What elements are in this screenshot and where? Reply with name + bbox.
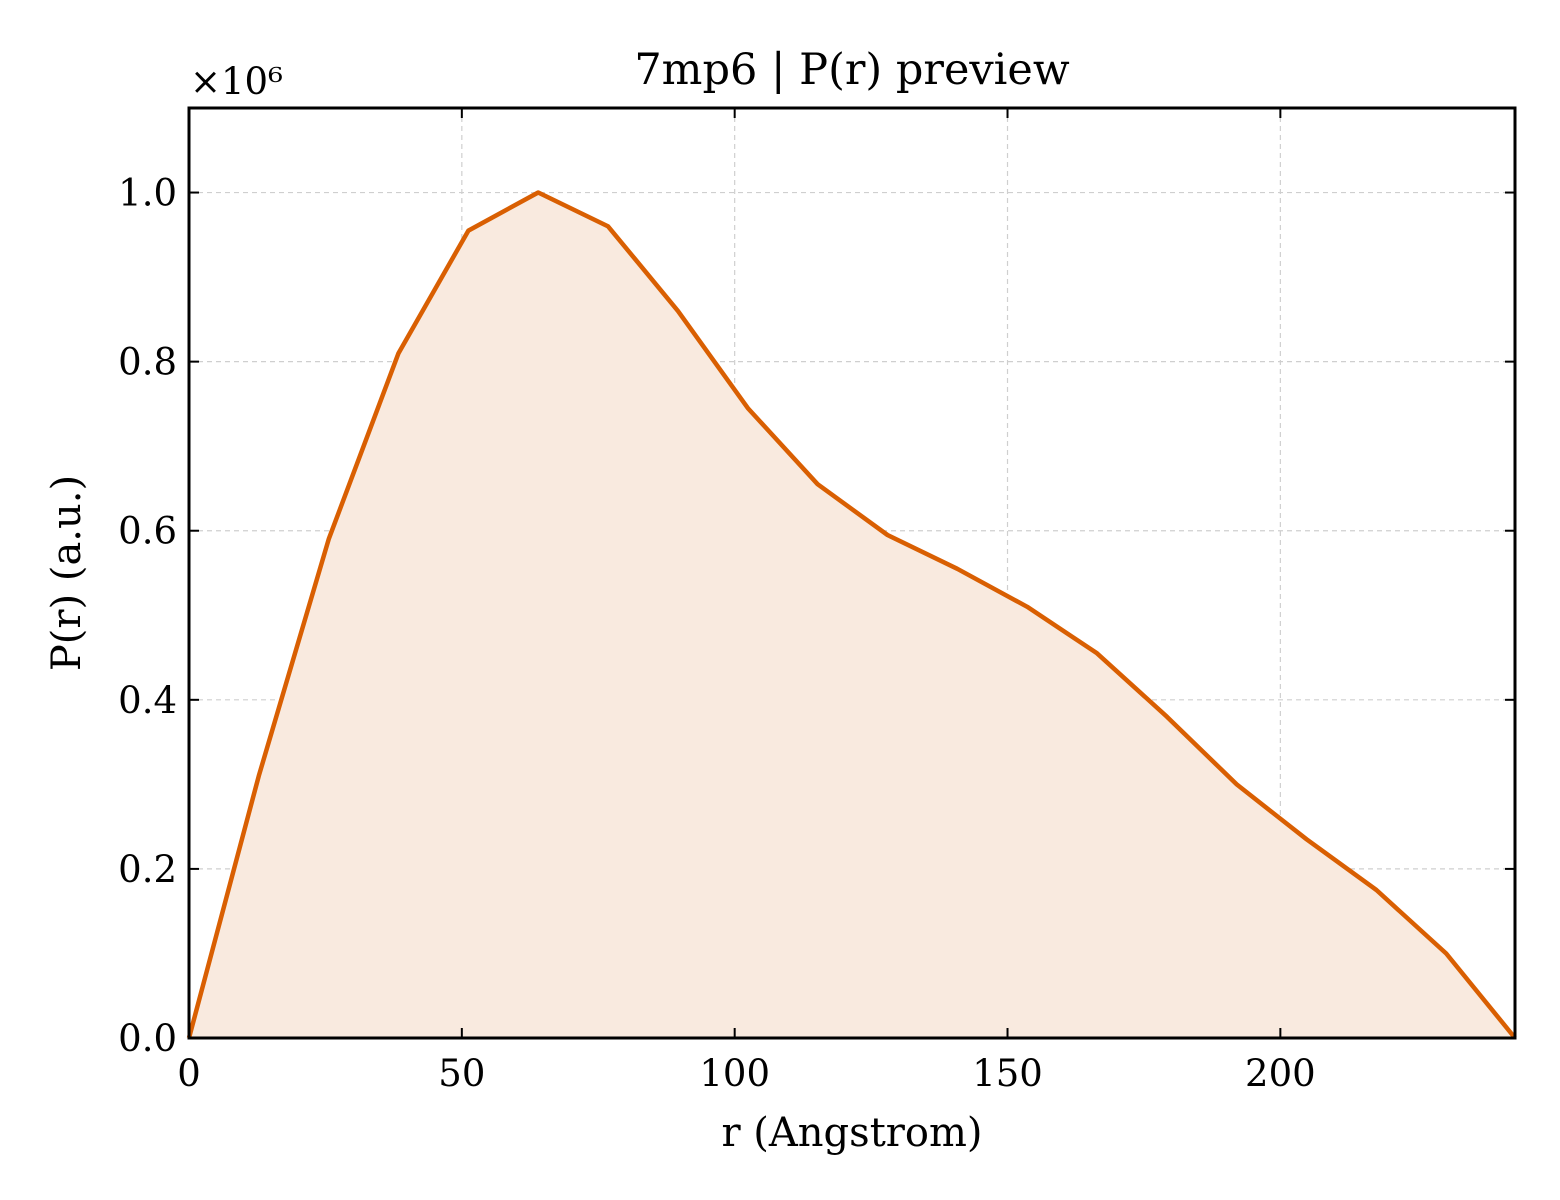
x-tick-label: 100 bbox=[699, 1052, 770, 1095]
chart-title: 7mp6 | P(r) preview bbox=[634, 45, 1070, 95]
pr-area-fill bbox=[189, 192, 1515, 1038]
y-tick-label: 1.0 bbox=[118, 172, 177, 215]
x-tick-label: 200 bbox=[1245, 1052, 1316, 1095]
x-tick-label: 0 bbox=[177, 1052, 201, 1095]
x-tick-label: 50 bbox=[438, 1052, 485, 1095]
tick-labels: 0 50 100 150 200 0.0 0.2 0.4 0.6 0.8 1.0 bbox=[118, 172, 1316, 1095]
y-axis-label: P(r) (a.u.) bbox=[44, 475, 90, 671]
y-tick-label: 0.8 bbox=[118, 341, 177, 384]
x-tick-label: 150 bbox=[972, 1052, 1043, 1095]
x-axis-label: r (Angstrom) bbox=[721, 1110, 982, 1156]
y-tick-label: 0.6 bbox=[118, 510, 177, 553]
series-points bbox=[188, 192, 1516, 1039]
plot-frame bbox=[187, 106, 1517, 1040]
y-tick-label: 0.2 bbox=[118, 848, 177, 891]
pr-series-line bbox=[186, 190, 1517, 1040]
y-offset-label: ×10⁶ bbox=[190, 60, 283, 103]
y-tick-label: 0.0 bbox=[118, 1017, 177, 1060]
y-tick-label: 0.4 bbox=[118, 679, 177, 722]
